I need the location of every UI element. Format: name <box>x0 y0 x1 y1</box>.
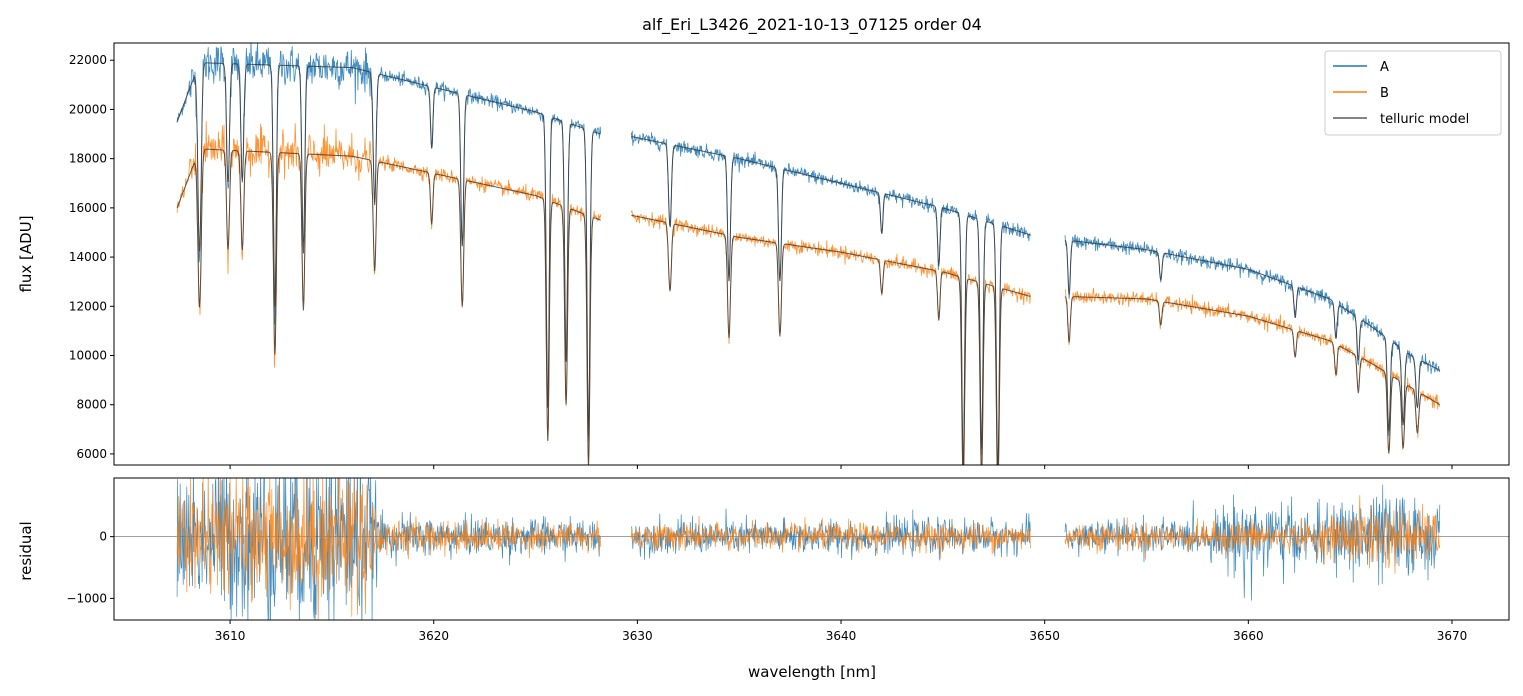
y-tick-label: 6000 <box>76 447 107 461</box>
y-tick-label: 10000 <box>69 349 107 363</box>
x-tick-label: 3620 <box>418 629 449 643</box>
y-tick-label: 12000 <box>69 299 107 313</box>
y-tick-label: 20000 <box>69 102 107 116</box>
x-tick-label: 3650 <box>1029 629 1060 643</box>
telluric-model-b <box>176 148 1441 465</box>
residual-y-axis-label: residual <box>17 521 35 580</box>
flux-y-axis-label: flux [ADU] <box>17 215 35 292</box>
residual-series-b <box>176 478 1441 620</box>
x-tick-label: 3660 <box>1233 629 1264 643</box>
y-tick-label: 16000 <box>69 201 107 215</box>
residual-panel: −1000 0 3610 3620 3630 3640 3650 3660 3670 resi… <box>17 477 1510 681</box>
x-tick-label: 3640 <box>826 629 857 643</box>
y-tick-label: 18000 <box>69 152 107 166</box>
residual-plot-frame <box>113 477 1510 621</box>
x-tick-label: 3610 <box>215 629 246 643</box>
x-axis-label: wavelength [nm] <box>748 663 876 681</box>
legend-label-model: telluric model <box>1380 112 1469 127</box>
y-tick-label: 22000 <box>69 53 107 67</box>
chart-title: alf_Eri_L3426_2021-10-13_07125 order 04 <box>642 15 982 35</box>
flux-panel: 6000 8000 10000 12000 14000 16000 18000 20000 22… <box>17 42 1510 469</box>
y-tick-label: 0 <box>99 530 107 544</box>
legend: A B telluric model <box>1324 50 1502 136</box>
legend-box <box>1324 50 1502 136</box>
x-tick-label: 3670 <box>1437 629 1468 643</box>
flux-plot-frame <box>113 42 1510 466</box>
y-tick-label: −1000 <box>66 591 107 605</box>
y-tick-label: 14000 <box>69 250 107 264</box>
x-tick-label: 3630 <box>622 629 653 643</box>
y-tick-label: 8000 <box>76 398 107 412</box>
legend-label-b: B <box>1380 86 1389 101</box>
legend-label-a: A <box>1380 60 1389 75</box>
